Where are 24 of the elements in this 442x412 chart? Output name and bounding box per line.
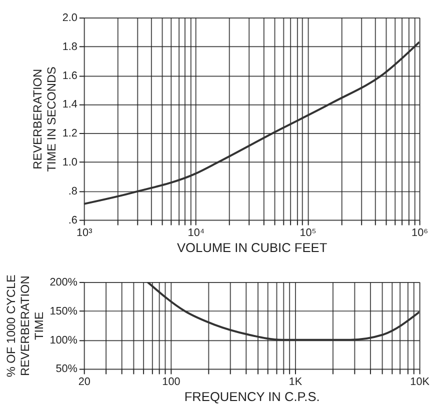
y-tick-label: 2.0: [62, 12, 78, 24]
x-tick-label: 100: [162, 376, 180, 388]
x-tick-label: 10⁴: [188, 227, 205, 240]
x-tick-label: 10⁵: [300, 227, 316, 240]
y-tick-label: 1.8: [62, 40, 78, 53]
x-tick-label: 10⁶: [412, 227, 428, 240]
y-tick-label: 1.2: [62, 128, 78, 140]
y-axis-title: REVERBERATION TIME IN SECONDS: [30, 66, 58, 172]
y-tick-label: 1.6: [62, 70, 78, 82]
x-axis-title: FREQUENCY IN C.P.S.: [184, 388, 320, 404]
y-axis-title: % OF 1000 CYCLE REVERBERATION TIME: [4, 274, 46, 378]
y-tick-label: 50%: [56, 363, 78, 376]
x-axis-title: VOLUME IN CUBIC FEET: [176, 240, 328, 255]
y-tick-label: 200%: [50, 276, 78, 288]
x-tick-label: 1K: [288, 376, 303, 388]
y-tick-label: 1.4: [62, 98, 78, 111]
y-tick-label: .8: [68, 185, 78, 198]
y-tick-label: .6: [68, 214, 78, 226]
y-tick-label: 1.0: [62, 156, 78, 168]
x-tick-label: 20: [78, 376, 90, 388]
y-tick-label: 150%: [50, 305, 78, 318]
x-tick-label: 10K: [410, 376, 430, 388]
x-tick-label: 10³: [76, 227, 93, 240]
y-tick-label: 100%: [50, 334, 78, 346]
